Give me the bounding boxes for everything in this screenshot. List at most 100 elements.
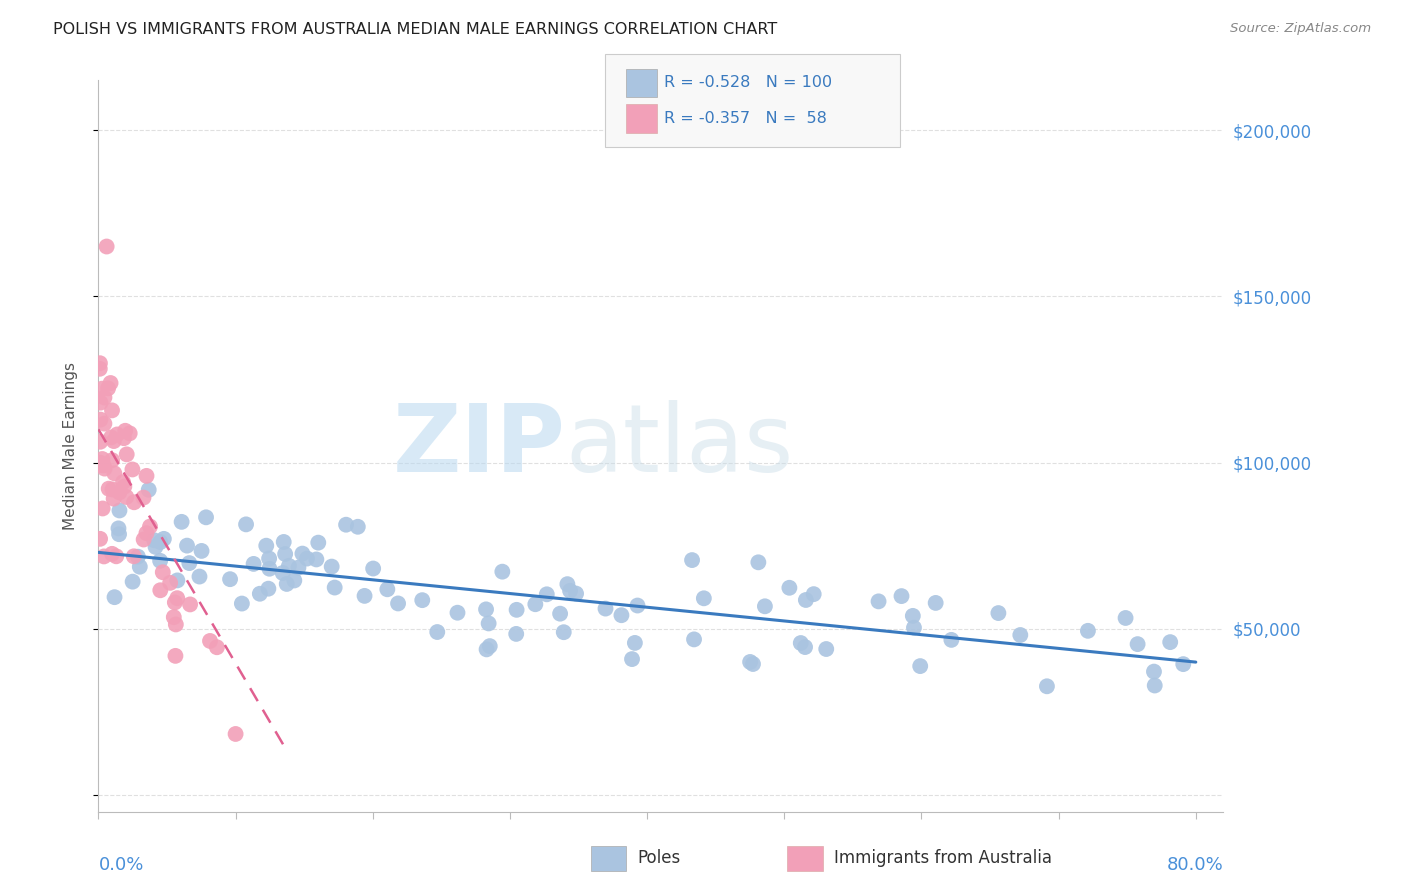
Point <box>149 554 172 568</box>
Point <box>97 381 120 395</box>
Point <box>323 581 346 595</box>
Point <box>536 587 558 601</box>
Point <box>231 597 253 611</box>
Point <box>163 610 186 624</box>
Point <box>548 607 571 621</box>
Point <box>93 391 115 405</box>
Point <box>108 503 131 517</box>
Text: 0.0%: 0.0% <box>98 855 143 873</box>
Point <box>91 382 114 396</box>
Point <box>93 417 115 431</box>
Point <box>143 533 166 548</box>
Point <box>89 361 111 376</box>
Point <box>139 519 162 533</box>
Point <box>283 574 305 588</box>
Point <box>112 431 135 445</box>
Point <box>101 547 124 561</box>
Point <box>273 535 295 549</box>
Point <box>179 556 201 570</box>
Point <box>152 566 174 580</box>
Point <box>170 515 193 529</box>
Point <box>89 456 111 470</box>
Point <box>128 559 150 574</box>
Point <box>626 599 648 613</box>
Point <box>257 582 280 596</box>
Point <box>610 608 633 623</box>
Point <box>1115 611 1137 625</box>
Point <box>225 727 247 741</box>
Point <box>375 582 398 597</box>
Point <box>987 606 1010 620</box>
Text: R = -0.528   N = 100: R = -0.528 N = 100 <box>664 76 832 90</box>
Point <box>149 583 172 598</box>
Point <box>89 395 111 409</box>
Point <box>271 566 294 580</box>
Point <box>97 482 120 496</box>
Point <box>179 598 201 612</box>
Point <box>1173 657 1195 672</box>
Point <box>135 526 157 541</box>
Point <box>121 462 143 476</box>
Point <box>190 544 212 558</box>
Point <box>89 412 111 426</box>
Point <box>346 520 368 534</box>
Point <box>478 639 501 653</box>
Point <box>118 426 141 441</box>
Point <box>754 599 776 614</box>
Point <box>89 356 111 370</box>
Point <box>101 453 124 467</box>
Point <box>145 540 167 554</box>
Point <box>475 642 498 657</box>
Point <box>90 458 112 472</box>
Point <box>165 648 187 663</box>
Text: ZIP: ZIP <box>392 400 565 492</box>
Point <box>93 549 115 564</box>
Point <box>89 434 111 449</box>
Point <box>100 376 122 390</box>
Point <box>108 485 131 500</box>
Y-axis label: Median Male Earnings: Median Male Earnings <box>63 362 77 530</box>
Point <box>868 594 890 608</box>
Point <box>132 491 155 505</box>
Point <box>295 551 318 566</box>
Point <box>101 483 124 497</box>
Point <box>742 657 765 671</box>
Point <box>103 491 125 506</box>
Point <box>335 517 357 532</box>
Point <box>1126 637 1149 651</box>
Point <box>287 560 309 574</box>
Point <box>387 597 409 611</box>
Point <box>149 535 172 549</box>
Point <box>205 640 228 655</box>
Point <box>132 533 155 547</box>
Point <box>524 597 547 611</box>
Point <box>1010 628 1032 642</box>
Text: Source: ZipAtlas.com: Source: ZipAtlas.com <box>1230 22 1371 36</box>
Point <box>693 591 716 606</box>
Point <box>565 586 588 600</box>
Point <box>321 559 343 574</box>
Point <box>557 577 579 591</box>
Point <box>475 602 498 616</box>
Point <box>553 625 575 640</box>
Point <box>505 627 527 641</box>
Point <box>681 553 703 567</box>
Point <box>108 527 131 541</box>
Point <box>558 583 581 598</box>
Point <box>890 589 912 603</box>
Point <box>908 659 931 673</box>
Point <box>100 430 122 444</box>
Point <box>276 577 298 591</box>
Point <box>103 434 125 448</box>
Point <box>163 595 186 609</box>
Point <box>1143 678 1166 692</box>
Point <box>107 521 129 535</box>
Point <box>305 552 328 566</box>
Point <box>159 575 181 590</box>
Point <box>803 587 825 601</box>
Point <box>274 547 297 561</box>
Point <box>278 558 301 573</box>
Point <box>103 590 125 604</box>
Point <box>621 652 644 666</box>
Point <box>122 495 145 509</box>
